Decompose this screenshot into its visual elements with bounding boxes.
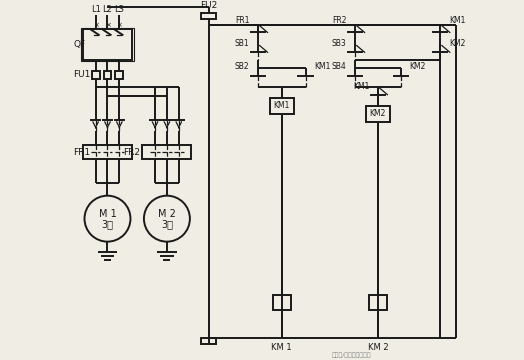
- Text: L1: L1: [91, 5, 101, 14]
- Bar: [142, 145, 191, 159]
- Text: KM2: KM2: [409, 62, 426, 71]
- Text: KM1: KM1: [449, 16, 465, 25]
- Bar: [82, 145, 132, 159]
- Text: ×: ×: [116, 23, 122, 29]
- Bar: [369, 295, 387, 310]
- Text: FR2: FR2: [123, 148, 140, 157]
- Text: KM1: KM1: [274, 101, 290, 110]
- Bar: [201, 13, 216, 19]
- Text: FU1: FU1: [73, 70, 91, 79]
- Text: FR2: FR2: [332, 16, 346, 25]
- Text: KM 2: KM 2: [367, 343, 388, 352]
- Text: L3: L3: [114, 5, 124, 14]
- Text: SB2: SB2: [235, 62, 249, 71]
- Text: FR1: FR1: [235, 16, 249, 25]
- Text: ×: ×: [105, 23, 111, 29]
- Text: 头条号/电气自动化应用: 头条号/电气自动化应用: [331, 352, 371, 358]
- Text: SB1: SB1: [235, 39, 249, 48]
- Circle shape: [144, 196, 190, 242]
- Bar: [366, 106, 390, 122]
- Text: FU2: FU2: [200, 1, 217, 10]
- Bar: [104, 71, 112, 79]
- Bar: [273, 295, 290, 310]
- Text: 3～: 3～: [161, 219, 173, 229]
- Text: ×: ×: [93, 23, 99, 29]
- Bar: [92, 71, 100, 79]
- Bar: [81, 28, 134, 61]
- Text: KM 1: KM 1: [271, 343, 292, 352]
- Text: SB4: SB4: [332, 62, 346, 71]
- Bar: [115, 71, 123, 79]
- Text: M 1: M 1: [99, 208, 116, 219]
- Text: KM1: KM1: [314, 62, 331, 71]
- Text: KM2: KM2: [449, 39, 465, 48]
- Bar: [82, 29, 132, 60]
- Text: QF: QF: [73, 40, 85, 49]
- Text: L2: L2: [103, 5, 113, 14]
- Text: FR1: FR1: [73, 148, 90, 157]
- Text: KM2: KM2: [370, 109, 386, 118]
- Bar: [270, 98, 293, 114]
- Bar: [201, 338, 216, 344]
- Text: SB3: SB3: [332, 39, 346, 48]
- Text: 3～: 3～: [102, 219, 114, 229]
- Text: KM1: KM1: [353, 82, 369, 91]
- Circle shape: [84, 196, 130, 242]
- Text: M 2: M 2: [158, 208, 176, 219]
